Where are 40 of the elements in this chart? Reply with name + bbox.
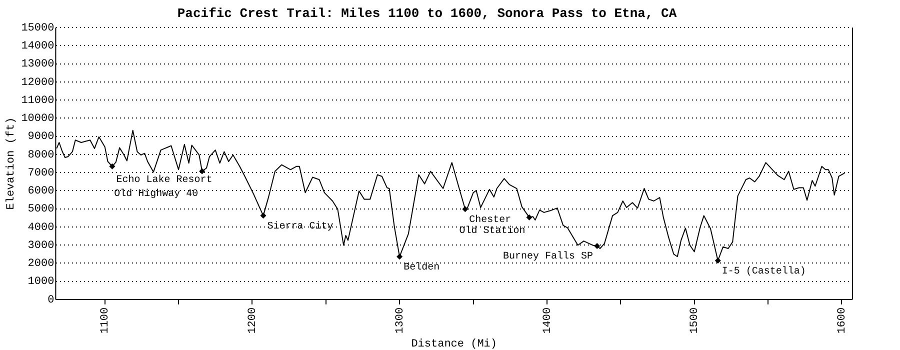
annotation: Burney Falls SP (503, 250, 594, 263)
y-tick-label: 2000 (28, 258, 54, 270)
point (109, 163, 116, 170)
y-tick-label: 3000 (28, 240, 54, 252)
y-tick-label: 5000 (28, 204, 54, 216)
x-axis-title: Distance (Mi) (411, 338, 498, 350)
point (199, 168, 206, 174)
y-tick-label: 6000 (28, 186, 54, 198)
y-axis-title: Elevation (ft) (6, 117, 18, 210)
x-tick-label: 1200 (247, 307, 260, 334)
x-tick-label: 1400 (542, 307, 554, 334)
point (462, 206, 468, 212)
point (714, 258, 721, 264)
x-tick-label: 1500 (689, 307, 702, 334)
x-tick-label: 1100 (100, 307, 112, 334)
x-tick-label: 1300 (394, 307, 406, 334)
annotation: Old Highway 40 (114, 188, 198, 200)
point (594, 242, 600, 249)
y-tick-label: 0 (48, 294, 54, 306)
annotation: I-5 (Castella) (722, 265, 806, 278)
y-tick-label: 9000 (28, 131, 54, 144)
y-tick-label: 4000 (28, 222, 54, 234)
annotation: Old Station (459, 224, 526, 237)
y-tick-label: 10000 (21, 113, 54, 126)
annotation: Echo Lake Resort (116, 174, 212, 186)
y-tick-label: 12000 (21, 76, 54, 89)
y-tick-label: 11000 (21, 94, 54, 107)
point (396, 254, 403, 260)
y-tick-label: 13000 (21, 58, 54, 71)
x-tick-label: 1600 (836, 307, 849, 334)
annotation: Chester (469, 214, 512, 226)
y-tick-label: 7000 (28, 167, 54, 180)
y-tick-label: 1000 (28, 276, 54, 288)
chart-title: Pacific Crest Trail: Miles 1100 to 1600, Sonora Pass to Etna, CA (177, 6, 677, 22)
y-tick-label: 14000 (21, 40, 54, 53)
y-tick-label: 8000 (28, 149, 54, 162)
y-tick-label: 15000 (21, 22, 54, 35)
point (526, 214, 532, 220)
annotation: Belden (404, 261, 440, 274)
point (260, 212, 266, 219)
